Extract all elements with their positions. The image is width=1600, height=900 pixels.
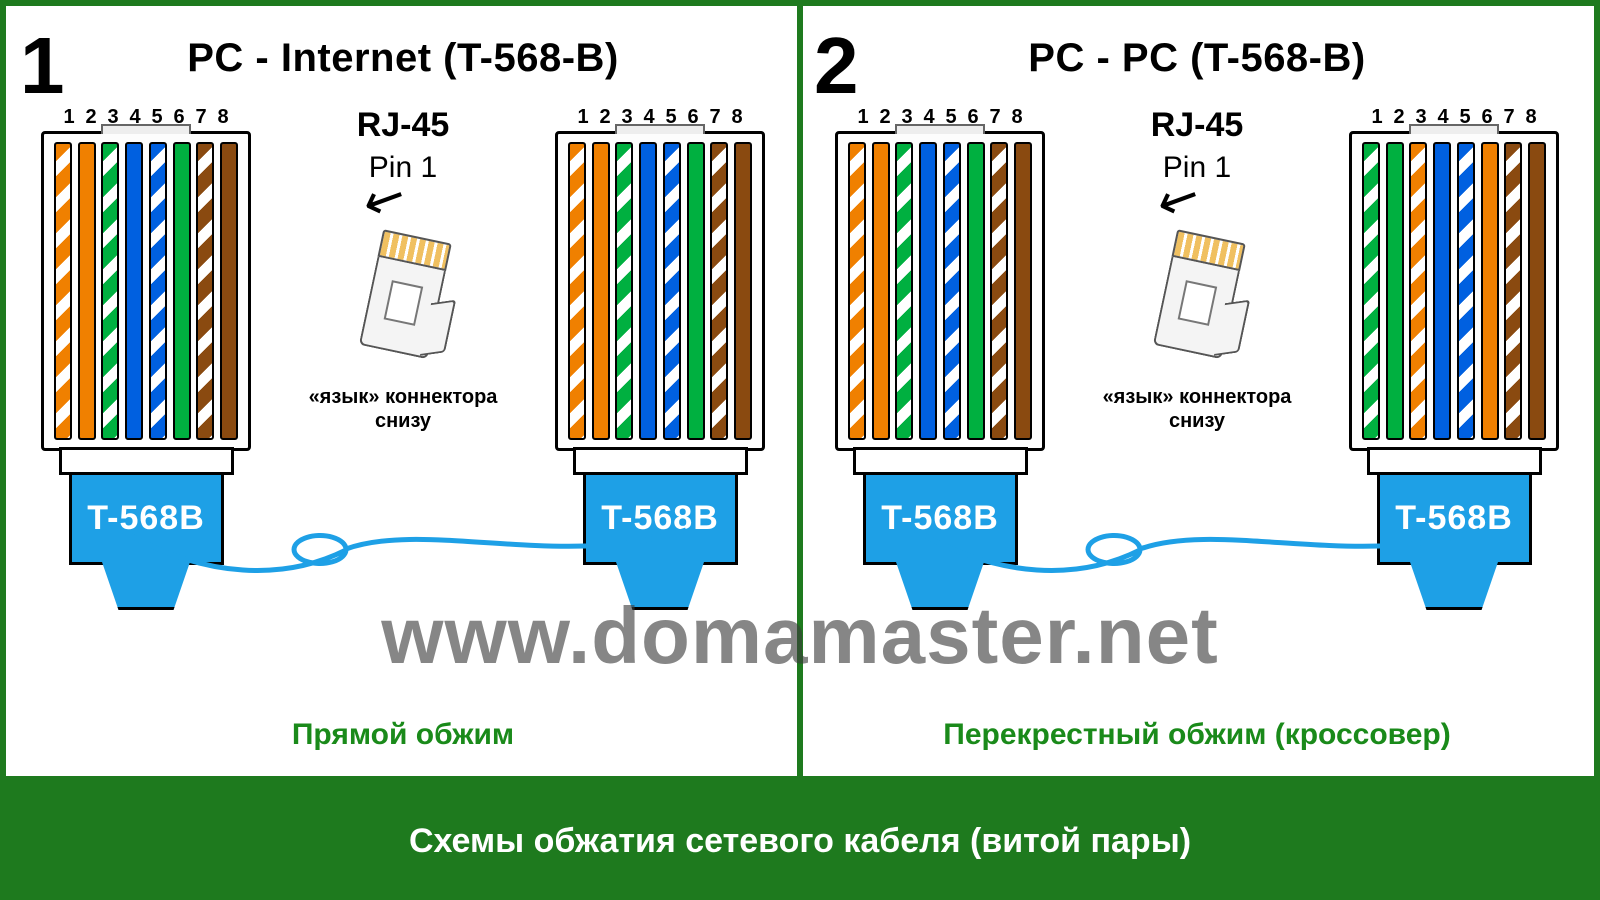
- wire-pin-4: [125, 142, 143, 440]
- wire-pin-1: [54, 142, 72, 440]
- panel-2: 2 PC - PC (T-568-B) 12345678 T-568B RJ-4…: [800, 6, 1594, 776]
- wire-pin-2: [592, 142, 610, 440]
- wire-pin-7: [990, 142, 1008, 440]
- rj45-body: [41, 131, 251, 451]
- rj45-label: RJ-45: [253, 106, 553, 145]
- lang-note: «язык» коннектора снизу: [1047, 385, 1347, 433]
- pin-number: 1: [58, 106, 80, 129]
- pin-number: 8: [1006, 106, 1028, 129]
- wire-pin-2: [78, 142, 96, 440]
- pin-number: 8: [212, 106, 234, 129]
- wire-pin-8: [734, 142, 752, 440]
- diagram-frame: 1 PC - Internet (T-568-B) 12345678 T-568…: [0, 0, 1600, 782]
- panel-1: 1 PC - Internet (T-568-B) 12345678 T-568…: [6, 6, 800, 776]
- wire-pin-7: [196, 142, 214, 440]
- panel-title: PC - PC (T-568-B): [800, 36, 1594, 81]
- rj45-body: [1349, 131, 1559, 451]
- wire-pin-3: [101, 142, 119, 440]
- wire-pin-6: [687, 142, 705, 440]
- wire-pin-2: [872, 142, 890, 440]
- wire-pin-6: [967, 142, 985, 440]
- wire-pin-1: [1362, 142, 1380, 440]
- cable-loop-icon: [6, 520, 800, 580]
- footer-text: Схемы обжатия сетевого кабеля (витой пар…: [409, 822, 1191, 861]
- wire-pin-8: [220, 142, 238, 440]
- pin-number: 7: [704, 106, 726, 129]
- pin-number: 2: [594, 106, 616, 129]
- pin-number: 1: [1366, 106, 1388, 129]
- wire-pin-7: [710, 142, 728, 440]
- wires: [848, 142, 1032, 440]
- wire-pin-5: [943, 142, 961, 440]
- wire-pin-1: [568, 142, 586, 440]
- wires: [568, 142, 752, 440]
- panel-caption: Перекрестный обжим (кроссовер): [800, 718, 1594, 752]
- pin-number: 7: [190, 106, 212, 129]
- wire-pin-5: [149, 142, 167, 440]
- pin-number: 2: [1388, 106, 1410, 129]
- arrow-icon: ↙: [361, 179, 410, 219]
- rj45-body: [555, 131, 765, 451]
- pin-number: 2: [874, 106, 896, 129]
- wire-pin-8: [1014, 142, 1032, 440]
- mini-connector-icon: [1138, 227, 1255, 383]
- pin-number: 1: [572, 106, 594, 129]
- wires: [1362, 142, 1546, 440]
- rj45-clip: [615, 124, 705, 134]
- cable-loop-icon: [800, 520, 1594, 580]
- wire-pin-3: [1409, 142, 1427, 440]
- footer-bar: Схемы обжатия сетевого кабеля (витой пар…: [0, 782, 1600, 900]
- rj45-body: [835, 131, 1045, 451]
- wire-pin-6: [173, 142, 191, 440]
- lang-note: «язык» коннектора снизу: [253, 385, 553, 433]
- rj45-clip: [895, 124, 985, 134]
- wire-pin-6: [1481, 142, 1499, 440]
- connectors-area: 12345678 T-568B RJ-45 Pin 1 ↙: [800, 106, 1594, 666]
- wire-pin-1: [848, 142, 866, 440]
- pin-number: 8: [1520, 106, 1542, 129]
- wire-pin-2: [1386, 142, 1404, 440]
- arrow-icon: ↙: [1155, 179, 1204, 219]
- pin-number: 2: [80, 106, 102, 129]
- wire-pin-4: [919, 142, 937, 440]
- wire-pin-8: [1528, 142, 1546, 440]
- center-info: RJ-45 Pin 1 ↙ «язык» коннектора снизу: [1047, 106, 1347, 433]
- center-info: RJ-45 Pin 1 ↙ «язык» коннектора снизу: [253, 106, 553, 433]
- panel-title: PC - Internet (T-568-B): [6, 36, 800, 81]
- wire-pin-7: [1504, 142, 1522, 440]
- mini-connector-icon: [344, 227, 461, 383]
- wire-pin-3: [615, 142, 633, 440]
- pin-number: 1: [852, 106, 874, 129]
- connectors-area: 12345678 T-568B RJ-45 Pin 1 ↙: [6, 106, 800, 666]
- wire-pin-5: [1457, 142, 1475, 440]
- pin-number: 8: [726, 106, 748, 129]
- rj45-label: RJ-45: [1047, 106, 1347, 145]
- wires: [54, 142, 238, 440]
- wire-pin-3: [895, 142, 913, 440]
- pin-number: 7: [984, 106, 1006, 129]
- rj45-clip: [1409, 124, 1499, 134]
- rj45-clip: [101, 124, 191, 134]
- pin-number: 7: [1498, 106, 1520, 129]
- panel-caption: Прямой обжим: [6, 718, 800, 752]
- wire-pin-4: [639, 142, 657, 440]
- wire-pin-5: [663, 142, 681, 440]
- wire-pin-4: [1433, 142, 1451, 440]
